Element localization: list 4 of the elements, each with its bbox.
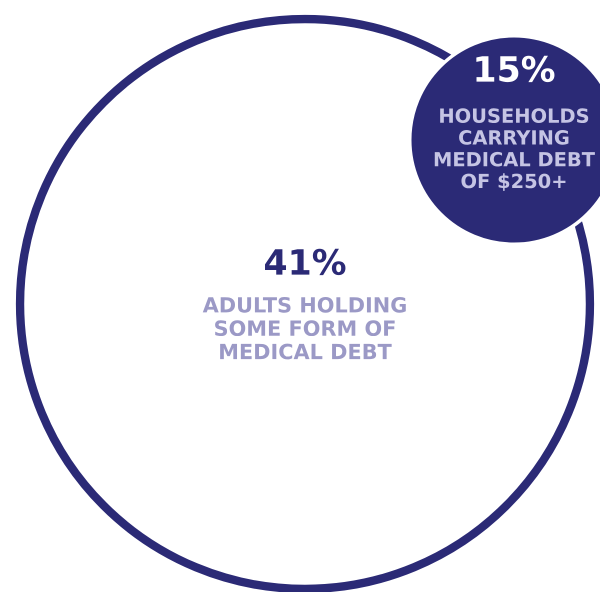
category-label: HOUSEHOLDS CARRYING MEDICAL DEBT OF $250+ [434, 108, 595, 191]
data-label: 41% [265, 248, 346, 276]
category-label: ADULTS HOLDING SOME FORM OF MEDICAL DEBT [202, 296, 406, 360]
data-label: 15% [476, 56, 554, 82]
